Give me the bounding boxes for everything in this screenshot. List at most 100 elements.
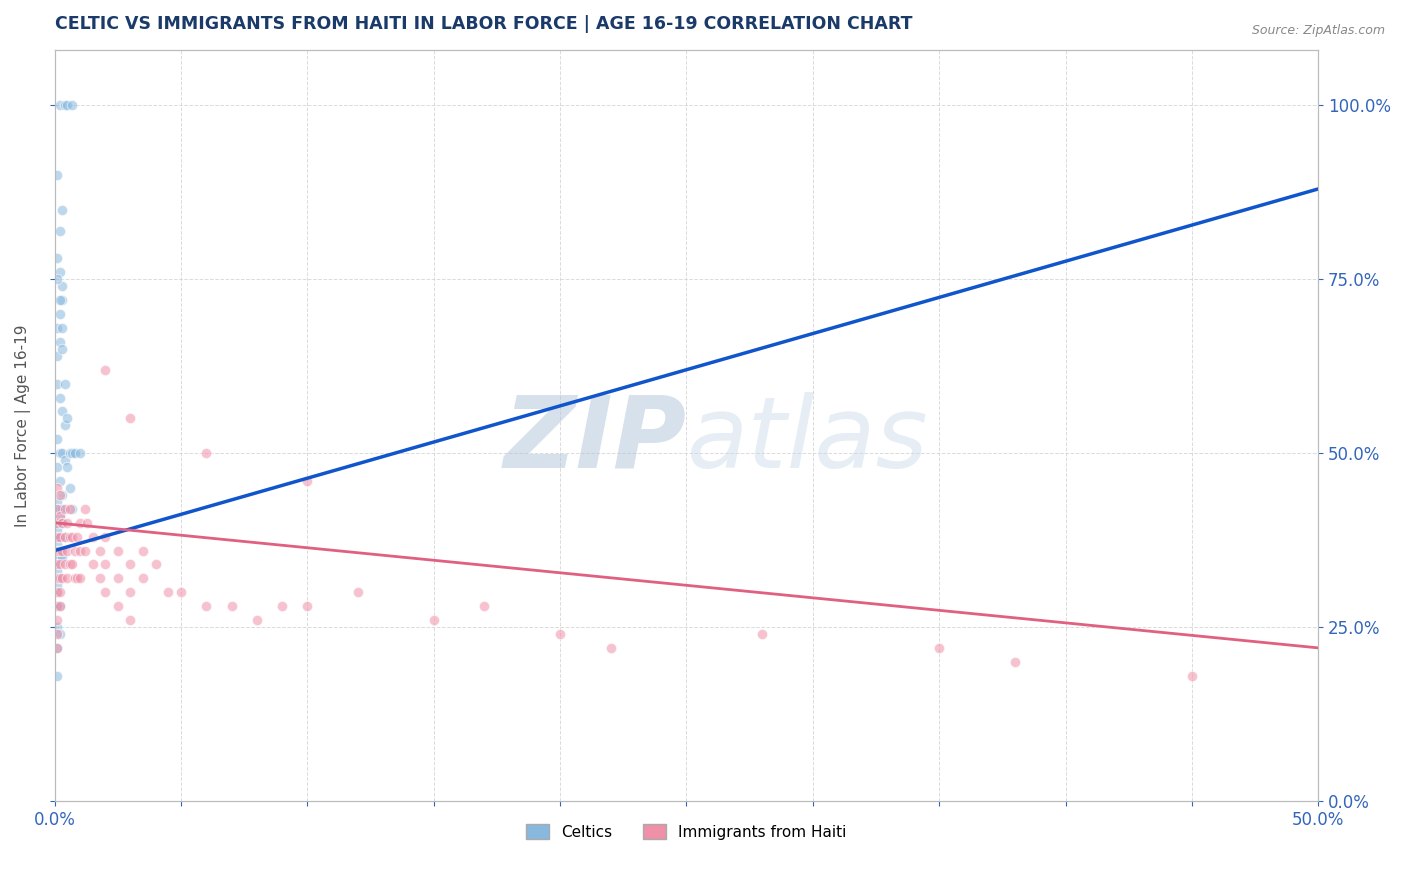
Point	[195, 599, 218, 614]
Point	[48, 530, 70, 544]
Point	[48, 571, 70, 585]
Point	[60, 558, 83, 572]
Point	[51, 543, 73, 558]
Point	[48, 627, 70, 641]
Point	[48, 488, 70, 502]
Point	[46, 272, 69, 286]
Point	[46, 627, 69, 641]
Point	[246, 613, 269, 627]
Point	[60, 446, 83, 460]
Point	[51, 571, 73, 585]
Point	[51, 321, 73, 335]
Point	[751, 627, 773, 641]
Point	[53, 418, 76, 433]
Point	[48, 391, 70, 405]
Point	[132, 571, 155, 585]
Point	[46, 501, 69, 516]
Point	[46, 376, 69, 391]
Point	[51, 446, 73, 460]
Point	[63, 543, 86, 558]
Point	[46, 530, 69, 544]
Point	[46, 585, 69, 599]
Point	[48, 265, 70, 279]
Point	[48, 474, 70, 488]
Point	[46, 516, 69, 530]
Point	[48, 508, 70, 523]
Point	[53, 501, 76, 516]
Point	[46, 669, 69, 683]
Point	[48, 224, 70, 238]
Point	[297, 474, 319, 488]
Point	[46, 558, 69, 572]
Point	[1181, 669, 1204, 683]
Point	[46, 523, 69, 537]
Point	[46, 321, 69, 335]
Point	[145, 558, 167, 572]
Point	[59, 530, 82, 544]
Point	[157, 585, 180, 599]
Point	[51, 488, 73, 502]
Point	[170, 585, 193, 599]
Point	[46, 578, 69, 592]
Text: Source: ZipAtlas.com: Source: ZipAtlas.com	[1251, 24, 1385, 37]
Point	[107, 571, 129, 585]
Point	[53, 530, 76, 544]
Point	[48, 307, 70, 321]
Point	[46, 599, 69, 614]
Point	[46, 558, 69, 572]
Point	[94, 530, 117, 544]
Point	[46, 613, 69, 627]
Point	[120, 613, 142, 627]
Point	[60, 501, 83, 516]
Point	[51, 293, 73, 308]
Point	[1004, 655, 1026, 669]
Point	[94, 362, 117, 376]
Point	[195, 446, 218, 460]
Point	[46, 252, 69, 266]
Point	[53, 530, 76, 544]
Point	[56, 411, 79, 425]
Point	[82, 558, 104, 572]
Point	[51, 342, 73, 356]
Point	[46, 571, 69, 585]
Point	[120, 411, 142, 425]
Point	[48, 98, 70, 112]
Point	[56, 516, 79, 530]
Point	[63, 571, 86, 585]
Point	[51, 516, 73, 530]
Point	[89, 543, 111, 558]
Point	[69, 516, 91, 530]
Y-axis label: In Labor Force | Age 16-19: In Labor Force | Age 16-19	[15, 324, 31, 526]
Point	[94, 558, 117, 572]
Point	[48, 585, 70, 599]
Point	[221, 599, 243, 614]
Point	[76, 516, 98, 530]
Point	[48, 293, 70, 308]
Point	[69, 446, 91, 460]
Text: atlas: atlas	[686, 392, 928, 489]
Point	[347, 585, 370, 599]
Point	[69, 571, 91, 585]
Point	[53, 453, 76, 467]
Point	[73, 543, 96, 558]
Point	[46, 550, 69, 565]
Point	[548, 627, 571, 641]
Point	[48, 508, 70, 523]
Point	[271, 599, 294, 614]
Point	[69, 543, 91, 558]
Point	[48, 543, 70, 558]
Point	[56, 460, 79, 475]
Point	[51, 550, 73, 565]
Point	[73, 501, 96, 516]
Point	[66, 530, 89, 544]
Point	[120, 585, 142, 599]
Point	[51, 404, 73, 418]
Legend: Celtics, Immigrants from Haiti: Celtics, Immigrants from Haiti	[520, 818, 852, 846]
Point	[46, 349, 69, 363]
Point	[51, 501, 73, 516]
Point	[132, 543, 155, 558]
Point	[56, 543, 79, 558]
Point	[46, 530, 69, 544]
Point	[56, 98, 79, 112]
Point	[94, 585, 117, 599]
